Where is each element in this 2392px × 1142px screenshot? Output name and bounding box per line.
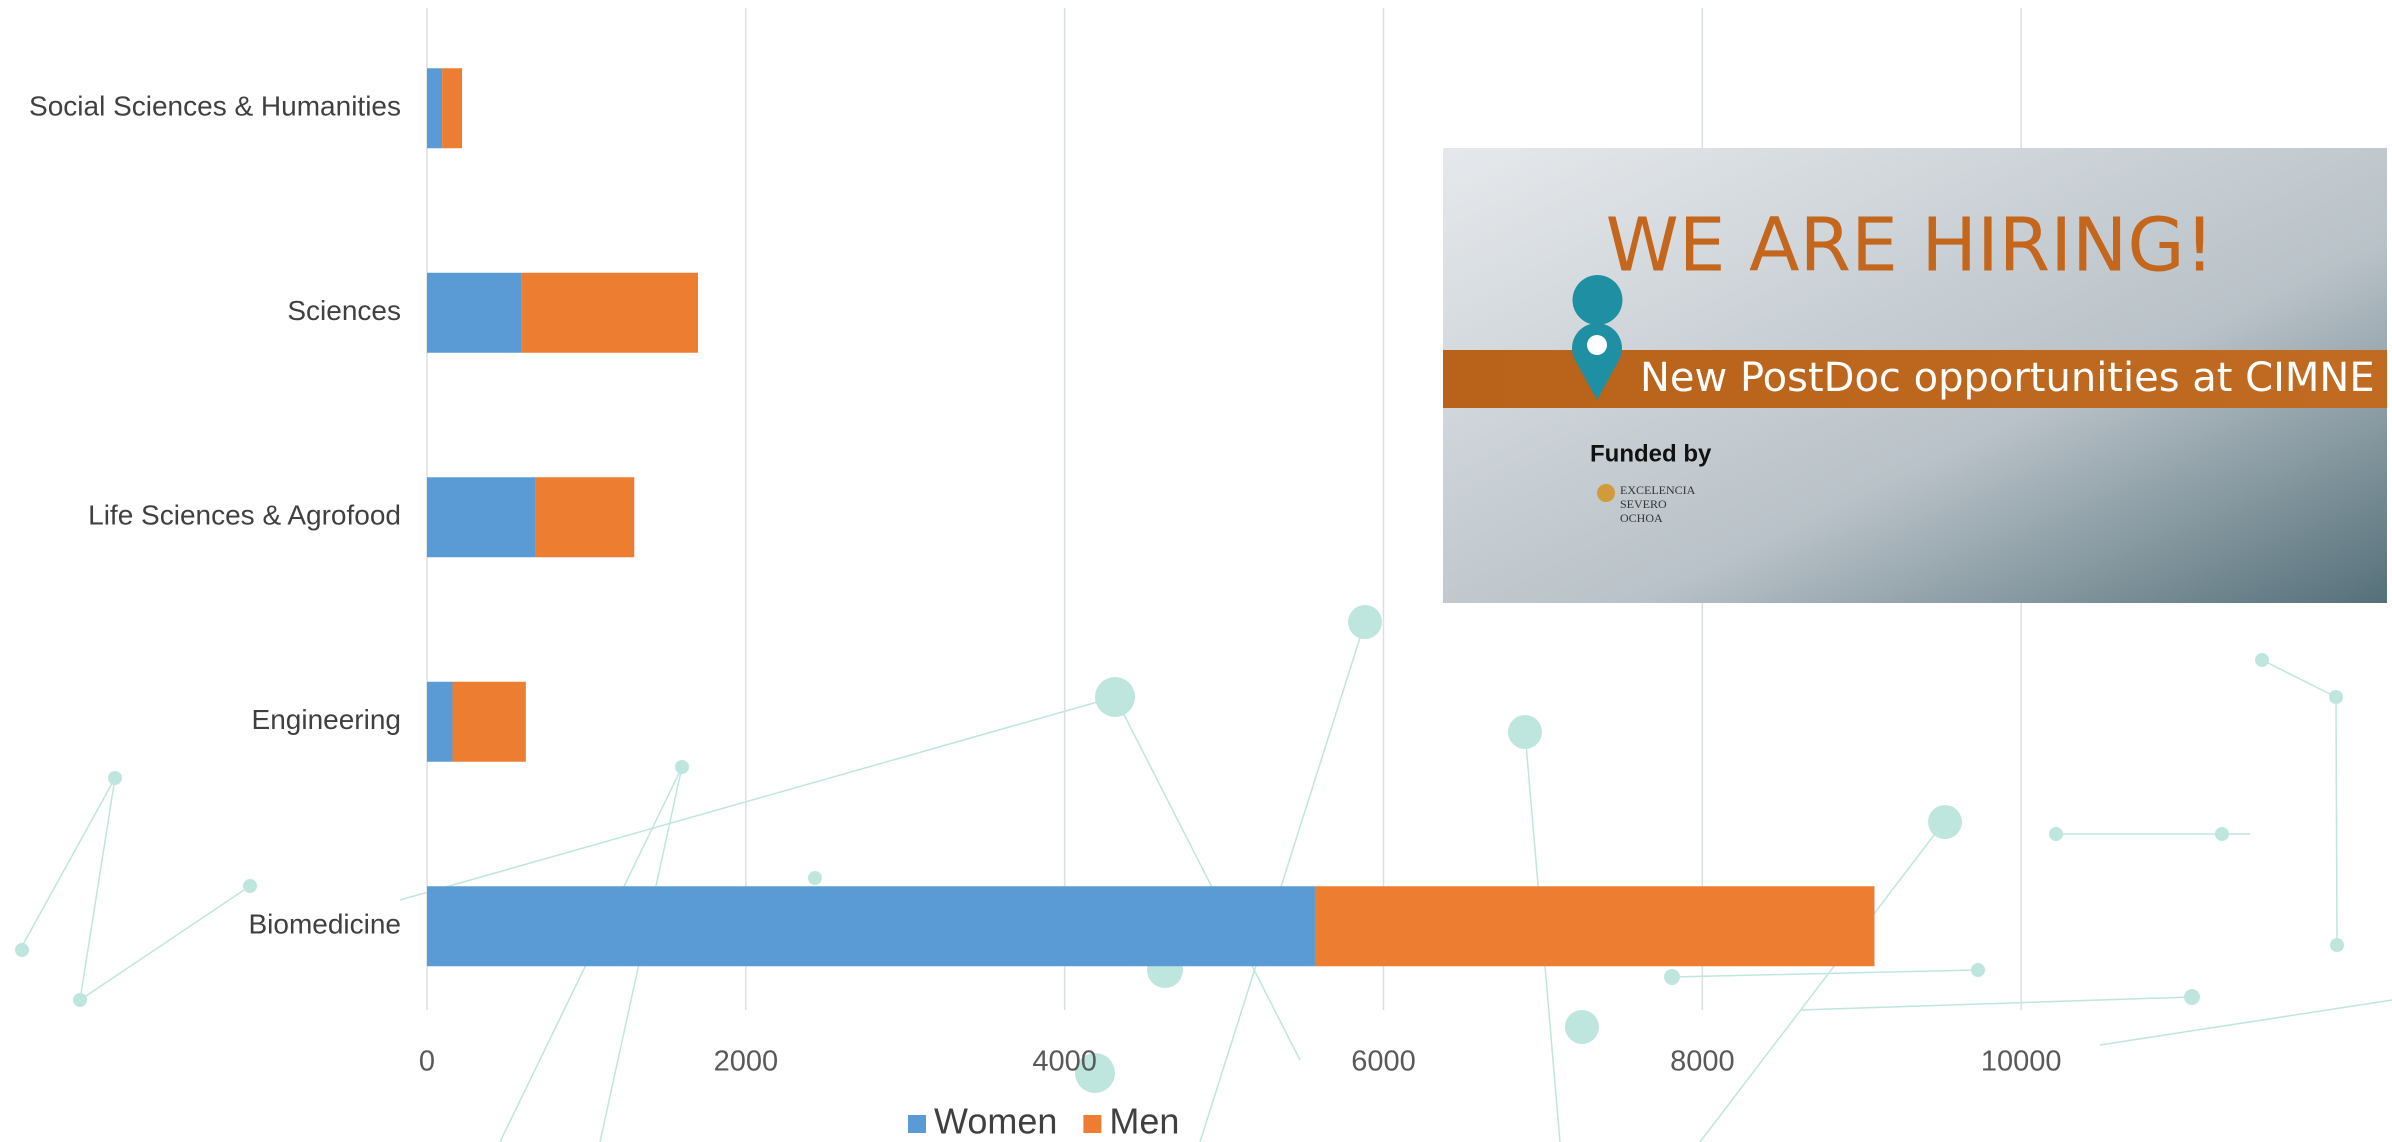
legend-label: Men — [1109, 1101, 1179, 1142]
y-tick-label: Engineering — [252, 704, 401, 735]
bar-segment — [427, 681, 453, 762]
bar-segment — [427, 477, 536, 558]
pin-dot — [1587, 335, 1607, 355]
y-tick-label: Sciences — [287, 295, 401, 326]
x-tick-label: 0 — [419, 1046, 435, 1078]
bar-segment — [427, 68, 443, 149]
x-tick-label: 8000 — [1670, 1046, 1735, 1078]
bar-segment — [1314, 886, 1875, 967]
x-tick-label: 2000 — [714, 1046, 779, 1078]
logo-text: SEVERO — [1620, 497, 1667, 511]
banner-subline: New PostDoc opportunities at CIMNE — [1640, 355, 2375, 401]
logo-text: EXCELENCIA — [1620, 483, 1696, 497]
logo-mark — [1597, 484, 1615, 502]
y-tick-label: Life Sciences & Agrofood — [88, 500, 401, 531]
bar-segment — [452, 681, 526, 762]
logo-text: OCHOA — [1620, 511, 1663, 525]
y-tick-label: Biomedicine — [248, 909, 401, 940]
bar-segment — [442, 68, 463, 149]
x-tick-label: 10000 — [1981, 1046, 2062, 1078]
legend-swatch — [1083, 1115, 1102, 1133]
x-tick-label: 4000 — [1032, 1046, 1097, 1078]
x-tick-label: 6000 — [1351, 1046, 1416, 1078]
y-tick-label: Social Sciences & Humanities — [29, 91, 401, 122]
bar-segment — [427, 272, 522, 353]
bar-segment — [521, 272, 699, 353]
legend: Women Men — [908, 1101, 1179, 1142]
banner-headline: WE ARE HIRING! — [1606, 203, 2215, 289]
plot-area: 0 2000 4000 6000 8000 10000 Social Sciences & … — [29, 8, 2061, 1078]
bar-segment — [427, 886, 1315, 967]
bar-segment — [535, 477, 635, 558]
banner-funded: Funded by — [1590, 440, 1712, 467]
banner: WE ARE HIRING! New PostDoc opportunities… — [1443, 148, 2387, 603]
legend-swatch — [908, 1115, 926, 1133]
legend-label: Women — [934, 1101, 1057, 1142]
